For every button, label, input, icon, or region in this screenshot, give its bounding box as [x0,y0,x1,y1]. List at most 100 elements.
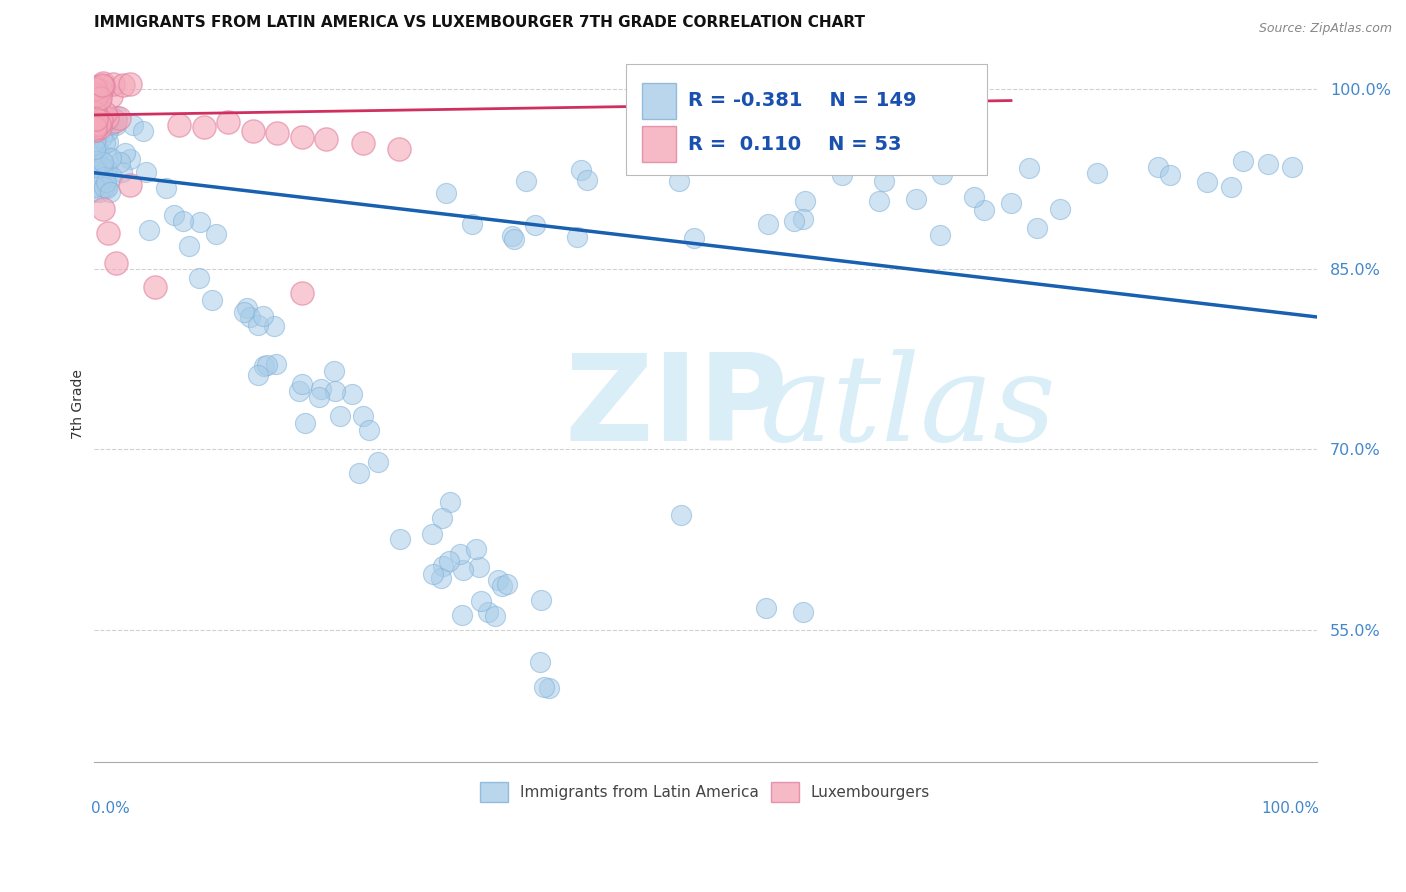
Point [96,161,118,176]
Point [524,218,547,232]
Point [325,384,347,399]
Point [533,680,555,694]
Point [104,256,127,270]
Point [1026,221,1049,235]
Point [83,148,105,162]
Point [84,97,107,112]
Point [264,357,287,371]
Point [93,76,115,90]
Point [290,285,312,300]
Point [432,559,454,574]
Point [101,77,124,91]
Point [569,162,592,177]
Point [162,209,184,223]
Point [84,112,107,126]
Text: R =  0.110    N = 53: R = 0.110 N = 53 [688,135,901,153]
Point [86,154,108,169]
Point [294,417,316,431]
Point [491,578,513,592]
Point [84,142,107,156]
Point [84,108,107,122]
Point [187,271,209,285]
Point [84,87,107,101]
Point [246,318,269,333]
Point [439,495,461,509]
Point [439,554,461,568]
Point [84,118,107,132]
Point [83,98,105,112]
Point [359,423,381,437]
Point [931,168,953,182]
Point [104,118,127,132]
Point [1000,195,1022,210]
Point [575,173,598,187]
Point [101,170,124,185]
Point [83,125,105,139]
Point [100,152,122,166]
Point [434,186,457,201]
Text: 0.0%: 0.0% [91,801,129,816]
Point [352,136,374,150]
Point [138,222,160,236]
Point [91,160,114,174]
Point [96,180,118,194]
Point [1220,180,1243,194]
Point [89,145,111,159]
Point [515,174,537,188]
Point [349,467,371,481]
Point [200,293,222,308]
Point [838,153,860,167]
Point [86,87,108,101]
Text: IMMIGRANTS FROM LATIN AMERICA VS LUXEMBOURGER 7TH GRADE CORRELATION CHART: IMMIGRANTS FROM LATIN AMERICA VS LUXEMBO… [94,15,865,30]
Point [104,113,127,128]
FancyBboxPatch shape [641,127,676,162]
Point [96,181,118,195]
Point [93,179,115,194]
Point [758,217,780,231]
Point [204,227,226,241]
Point [1049,202,1071,216]
Point [388,533,411,547]
Point [886,158,908,172]
Point [537,681,560,695]
Point [486,574,509,588]
Point [83,124,105,138]
Point [155,181,177,195]
Point [94,136,117,150]
Point [242,123,264,137]
Point [217,115,239,129]
Y-axis label: 7th Grade: 7th Grade [72,369,86,439]
Point [470,594,492,608]
Point [233,305,256,319]
Point [83,118,105,132]
Point [96,111,118,125]
Text: ZIP: ZIP [565,349,789,467]
Point [120,178,142,192]
Point [873,174,896,188]
Point [263,319,285,334]
Point [89,109,111,123]
Point [288,384,311,398]
Point [461,217,484,231]
Point [239,310,262,324]
Point [1146,160,1168,174]
Point [91,130,114,145]
Point [1085,166,1108,180]
Point [963,190,986,204]
Point [87,117,110,131]
Point [252,310,274,324]
Point [83,101,105,115]
Text: atlas: atlas [761,349,1057,467]
Point [188,215,211,229]
Point [84,134,107,148]
Point [94,105,117,120]
Point [89,186,111,200]
Point [792,605,814,619]
Point [83,104,105,119]
Point [792,212,814,227]
Point [783,214,806,228]
Point [87,105,110,120]
Point [567,230,589,244]
Point [973,203,995,218]
Point [105,110,128,124]
